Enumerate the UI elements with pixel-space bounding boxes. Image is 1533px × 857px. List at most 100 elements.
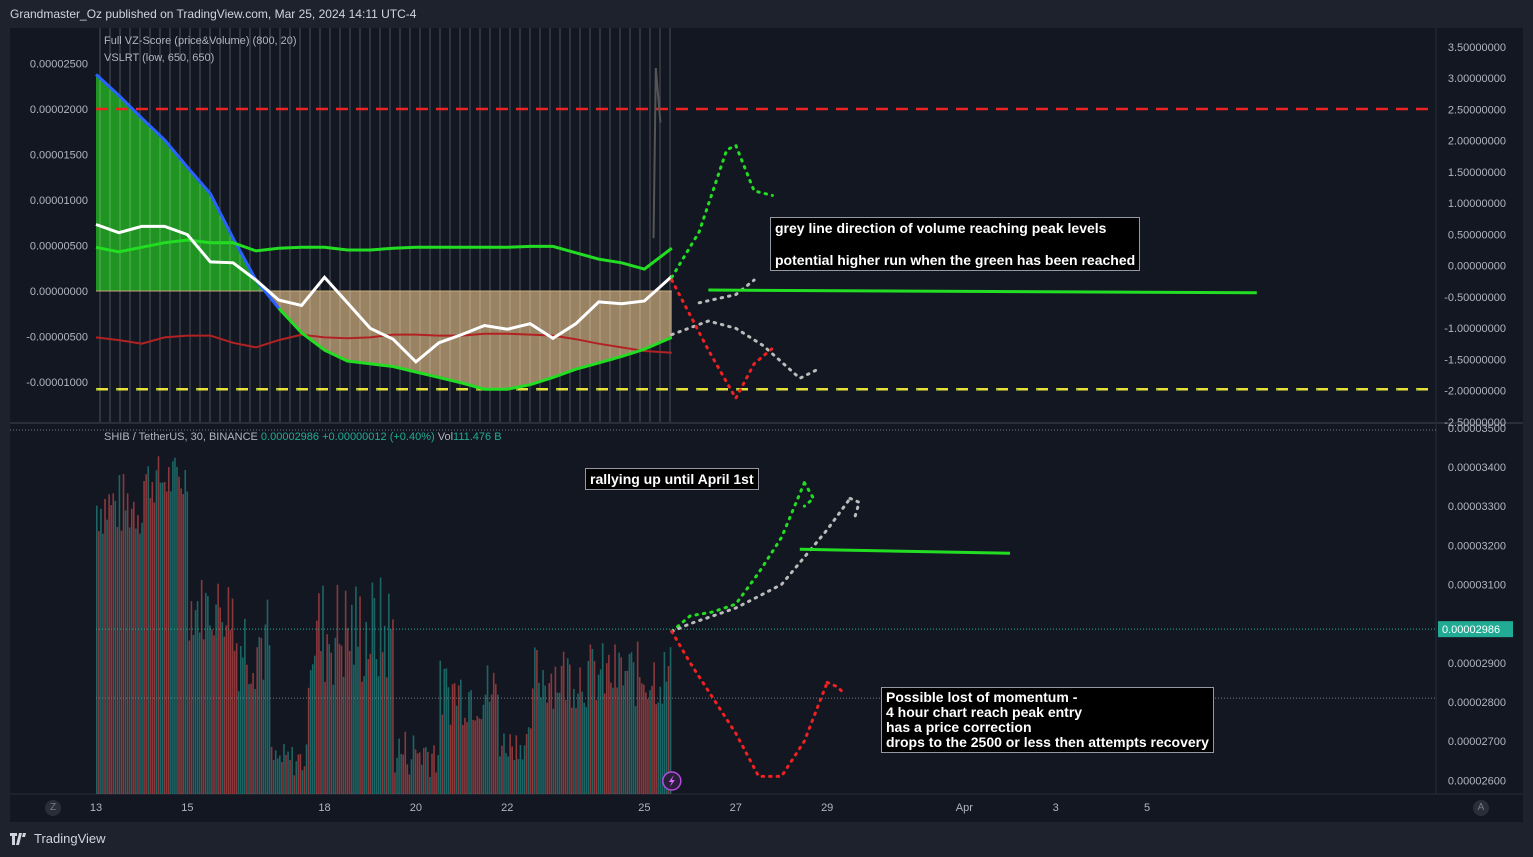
price-axis-tick: 0.00002600 (1448, 775, 1506, 787)
volume-bar (242, 657, 244, 794)
volume-bar (149, 498, 152, 794)
volume-bar (114, 500, 117, 794)
volume-bar (544, 685, 546, 794)
volume-bar (410, 759, 413, 794)
x-axis-tick: 22 (501, 802, 513, 814)
vz-fill-negative (96, 290, 672, 390)
volume-bar (420, 764, 423, 794)
volume-bar (229, 629, 232, 794)
volume-value: 111.476 B (453, 431, 502, 443)
volume-bar (536, 650, 538, 794)
vslrt-red-line (95, 332, 672, 354)
volume-bar (346, 628, 349, 794)
right-axis-tick: 3.50000000 (1448, 42, 1506, 54)
indicator-legend-vz[interactable]: Full VZ-Score (price&Volume) (800, 20) (104, 35, 297, 47)
chart-svg[interactable]: 0.00002500 0.00002000 0.00001500 0.00001000… (10, 28, 1523, 822)
tradingview-logo[interactable]: TradingView (10, 831, 106, 846)
volume-bar (581, 691, 583, 794)
volume-bar (137, 515, 139, 794)
volume-bar (283, 743, 285, 794)
lightning-glyph (668, 775, 675, 787)
volume-bar (416, 753, 419, 794)
volume-bar (198, 632, 201, 794)
volume-bar (474, 720, 476, 794)
published-info: Grandmaster_Oz published on TradingView.… (10, 7, 417, 21)
volume-bar (622, 685, 625, 794)
volume-bar (392, 619, 394, 794)
volume-bar (618, 652, 620, 794)
volume-bar (390, 629, 392, 794)
volume-bar (548, 683, 551, 794)
volume-bar (388, 593, 390, 794)
volume-bar (237, 691, 240, 794)
volume-bar (126, 493, 129, 794)
volume-bar (147, 466, 150, 794)
volume-bar (316, 620, 318, 794)
volume-bar (357, 646, 359, 794)
volume-bar (124, 510, 127, 794)
indicator-legend-vslrt[interactable]: VSLRT (low, 650, 650) (104, 52, 215, 64)
volume-bar (460, 679, 462, 794)
volume-bar (558, 692, 561, 794)
volume-bar (318, 593, 320, 794)
volume-bar (402, 754, 405, 794)
volume-bar (184, 470, 187, 794)
volume-bar (624, 671, 627, 794)
volume-bar (330, 652, 333, 794)
volume-bar (225, 625, 228, 794)
volume-bar (209, 625, 211, 794)
volume-bar (172, 461, 174, 794)
ind-projection-grey (670, 319, 820, 381)
volume-bar (194, 609, 197, 794)
volume-bar (165, 491, 168, 794)
volume-bar (511, 746, 514, 794)
right-axis-tick: -1.50000000 (1444, 354, 1506, 366)
x-axis-tick: 27 (730, 802, 742, 814)
volume-bar (192, 634, 195, 794)
zoom-left-button[interactable]: Z (45, 800, 61, 816)
vz-white-line (95, 223, 673, 364)
left-axis-tick: 0.00000000 (30, 286, 88, 298)
volume-bar (328, 644, 330, 794)
volume-bar (118, 475, 121, 794)
ind-green-target-line (708, 288, 1257, 295)
left-axis-tick: 0.00001000 (30, 195, 88, 207)
volume-bar (383, 625, 386, 794)
volume-bar (219, 607, 221, 794)
volume-bar (636, 641, 639, 794)
volume-bar (135, 528, 137, 794)
volume-bar (342, 676, 345, 794)
volume-bar (170, 491, 172, 794)
ind-projection-red (670, 278, 774, 402)
volume-bar (534, 647, 536, 794)
volume-bar (643, 684, 645, 794)
volume-bar (260, 638, 263, 794)
volume-bar (606, 663, 608, 794)
volume-bar (246, 664, 248, 794)
volume-bar (554, 666, 557, 794)
volume-bar (116, 527, 119, 794)
volume-bar (264, 624, 267, 794)
volume-bar (484, 694, 487, 794)
volume-bar (190, 601, 193, 794)
volume-bar (433, 745, 435, 794)
chart-area[interactable]: 0.00002500 0.00002000 0.00001500 0.00001000… (10, 28, 1523, 822)
price-legend[interactable]: SHIB / TetherUS, 30, BINANCE 0.00002986 … (104, 431, 502, 443)
volume-bar (353, 664, 355, 794)
volume-bar (305, 744, 308, 794)
volume-bar (414, 749, 417, 794)
price-projection-grey (670, 496, 852, 633)
volume-bar (515, 735, 518, 794)
volume-bar (468, 692, 470, 794)
volume-bar (523, 745, 526, 794)
annotation-momentum: Possible lost of momentum - 4 hour chart… (881, 687, 1214, 753)
ind-projection-green (670, 143, 774, 279)
volume-bar (385, 677, 388, 794)
volume-bar (276, 758, 279, 794)
volume-bar (478, 718, 481, 794)
zoom-right-button[interactable]: A (1473, 800, 1489, 816)
volume-bar (494, 684, 497, 794)
volume-bar (377, 676, 380, 794)
volume-bar (638, 677, 641, 794)
left-axis-tick: 0.00002000 (30, 104, 88, 116)
